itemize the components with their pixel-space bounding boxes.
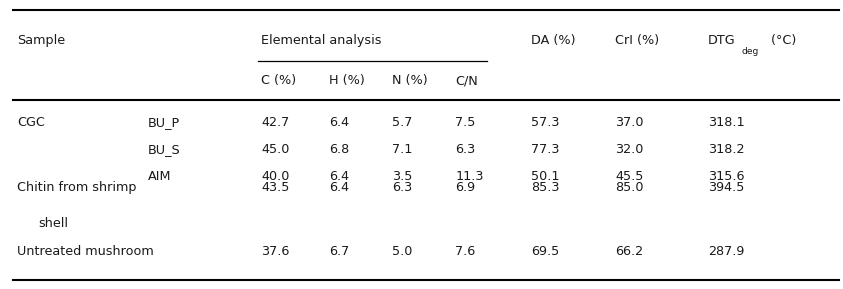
Text: 66.2: 66.2: [615, 245, 643, 258]
Text: 7.5: 7.5: [455, 116, 475, 129]
Text: BU_P: BU_P: [148, 116, 180, 129]
Text: 11.3: 11.3: [455, 170, 484, 183]
Text: 45.5: 45.5: [615, 170, 644, 183]
Text: shell: shell: [38, 218, 68, 230]
Text: 6.9: 6.9: [455, 181, 475, 194]
Text: 43.5: 43.5: [261, 181, 290, 194]
Text: deg: deg: [742, 47, 760, 56]
Text: 7.6: 7.6: [455, 245, 475, 258]
Text: 45.0: 45.0: [261, 143, 290, 156]
Text: 32.0: 32.0: [615, 143, 644, 156]
Text: AIM: AIM: [148, 170, 171, 183]
Text: 37.6: 37.6: [261, 245, 290, 258]
Text: Untreated mushroom: Untreated mushroom: [17, 245, 153, 258]
Text: DA (%): DA (%): [531, 34, 576, 47]
Text: C (%): C (%): [261, 75, 297, 87]
Text: DTG: DTG: [708, 34, 736, 47]
Text: 69.5: 69.5: [531, 245, 560, 258]
Text: 6.4: 6.4: [329, 181, 349, 194]
Text: 6.3: 6.3: [392, 181, 412, 194]
Text: 6.4: 6.4: [329, 116, 349, 129]
Text: 57.3: 57.3: [531, 116, 560, 129]
Text: Chitin from shrimp: Chitin from shrimp: [17, 181, 137, 194]
Text: 42.7: 42.7: [261, 116, 290, 129]
Text: 5.7: 5.7: [392, 116, 412, 129]
Text: 50.1: 50.1: [531, 170, 560, 183]
Text: C/N: C/N: [455, 75, 478, 87]
Text: 6.4: 6.4: [329, 170, 349, 183]
Text: 40.0: 40.0: [261, 170, 290, 183]
Text: 85.0: 85.0: [615, 181, 644, 194]
Text: 287.9: 287.9: [708, 245, 744, 258]
Text: 394.5: 394.5: [708, 181, 744, 194]
Text: 77.3: 77.3: [531, 143, 560, 156]
Text: 318.2: 318.2: [708, 143, 744, 156]
Text: 6.7: 6.7: [329, 245, 349, 258]
Text: N (%): N (%): [392, 75, 427, 87]
Text: CrI (%): CrI (%): [615, 34, 659, 47]
Text: BU_S: BU_S: [148, 143, 180, 156]
Text: (°C): (°C): [767, 34, 797, 47]
Text: 6.3: 6.3: [455, 143, 475, 156]
Text: Sample: Sample: [17, 34, 65, 47]
Text: 3.5: 3.5: [392, 170, 412, 183]
Text: 6.8: 6.8: [329, 143, 349, 156]
Text: 5.0: 5.0: [392, 245, 412, 258]
Text: CGC: CGC: [17, 116, 45, 129]
Text: 315.6: 315.6: [708, 170, 744, 183]
Text: 318.1: 318.1: [708, 116, 744, 129]
Text: 85.3: 85.3: [531, 181, 560, 194]
Text: 37.0: 37.0: [615, 116, 644, 129]
Text: H (%): H (%): [329, 75, 364, 87]
Text: Elemental analysis: Elemental analysis: [261, 34, 382, 47]
Text: 7.1: 7.1: [392, 143, 412, 156]
